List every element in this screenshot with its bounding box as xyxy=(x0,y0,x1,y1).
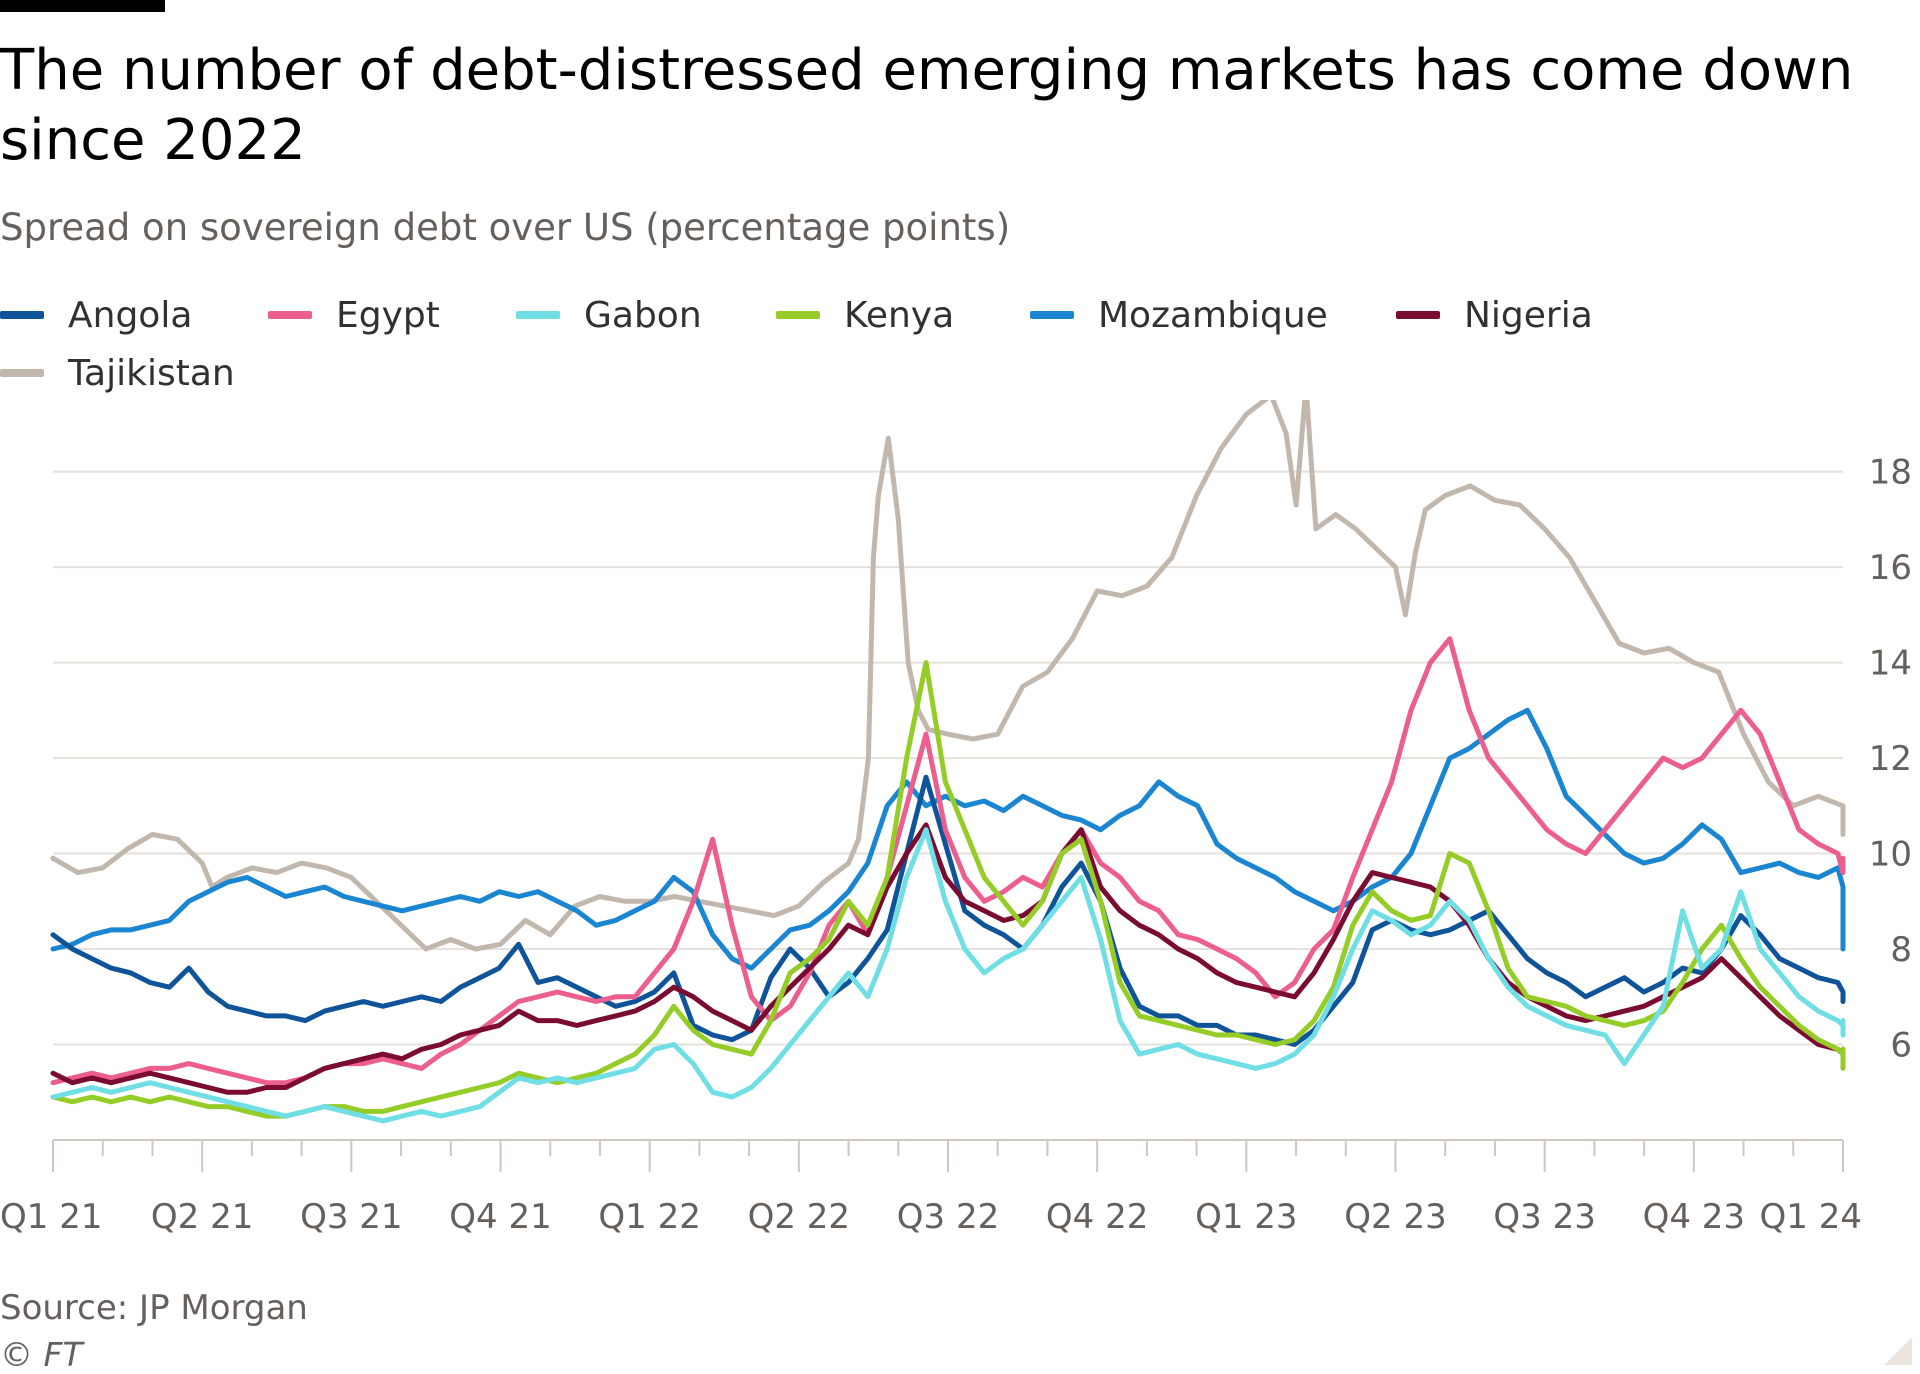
y-tick-label: 8 xyxy=(1890,930,1912,970)
gridlines xyxy=(53,470,1843,1046)
series-line-mozambique xyxy=(50,707,1846,971)
y-tick-label: 18 xyxy=(1869,453,1912,493)
chart-subtitle: Spread on sovereign debt over US (percen… xyxy=(0,206,1011,249)
y-tick-label: 10 xyxy=(1869,835,1912,875)
series-line-kenya xyxy=(50,660,1846,1119)
series-line-gabon xyxy=(50,827,1846,1124)
series-line-tajikistan xyxy=(50,400,1846,952)
x-tick-label: Q3 21 xyxy=(300,1197,402,1237)
corner-mark xyxy=(1884,1337,1912,1365)
axes: 6 8 10 12 14 16 18 Q1 21 Q2 21 Q3 21 Q4 21 Q1 22 Q2 … xyxy=(0,453,1912,1237)
y-tick-label: 16 xyxy=(1869,548,1912,588)
y-tick-label: 14 xyxy=(1869,644,1912,684)
brand-bar xyxy=(0,0,165,12)
legend-label: Kenya xyxy=(844,294,955,336)
legend-swatch xyxy=(1030,311,1074,319)
legend-label: Nigeria xyxy=(1464,294,1593,336)
legend-item-egypt: Egypt xyxy=(268,290,440,340)
x-tick-label: Q2 22 xyxy=(748,1197,850,1237)
legend-item-mozambique: Mozambique xyxy=(1030,290,1328,340)
legend-item-nigeria: Nigeria xyxy=(1396,290,1593,340)
legend-swatch xyxy=(516,311,560,319)
legend-item-tajikistan: Tajikistan xyxy=(0,348,235,398)
legend-swatch xyxy=(0,311,44,319)
legend-label: Tajikistan xyxy=(68,352,235,394)
series-line-nigeria xyxy=(50,822,1846,1095)
legend-label: Egypt xyxy=(336,294,440,336)
x-tick-label: Q1 23 xyxy=(1195,1197,1297,1237)
x-tick-label: Q1 24 xyxy=(1760,1197,1862,1237)
legend-swatch xyxy=(268,311,312,319)
copyright-note: © FT xyxy=(0,1335,83,1374)
x-tick-label: Q3 22 xyxy=(897,1197,999,1237)
legend-swatch xyxy=(1396,311,1440,319)
legend-label: Mozambique xyxy=(1098,294,1328,336)
x-tick-label: Q4 21 xyxy=(449,1197,551,1237)
legend-swatch xyxy=(0,369,44,377)
legend-swatch xyxy=(776,311,820,319)
series-line-angola xyxy=(50,774,1846,1047)
x-tick-label: Q4 22 xyxy=(1046,1197,1148,1237)
legend-item-angola: Angola xyxy=(0,290,192,340)
legend-label: Angola xyxy=(68,294,193,336)
x-tick-label: Q4 23 xyxy=(1643,1197,1745,1237)
x-tick-label: Q2 21 xyxy=(151,1197,253,1237)
legend-label: Gabon xyxy=(584,294,702,336)
series-line-egypt xyxy=(50,636,1846,1086)
line-chart: 6 8 10 12 14 16 18 Q1 21 Q2 21 Q3 21 Q4 21 Q1 22 Q2 … xyxy=(0,400,1912,1237)
series-lines xyxy=(50,400,1846,1124)
chart-title: The number of debt-distressed emerging m… xyxy=(0,38,1854,173)
y-tick-label: 6 xyxy=(1890,1026,1912,1066)
legend-item-gabon: Gabon xyxy=(516,290,702,340)
legend-item-kenya: Kenya xyxy=(776,290,954,340)
y-tick-label: 12 xyxy=(1869,739,1912,779)
x-tick-label: Q1 22 xyxy=(598,1197,700,1237)
x-tick-label: Q2 23 xyxy=(1344,1197,1446,1237)
x-tick-label: Q1 21 xyxy=(0,1197,102,1237)
source-note: Source: JP Morgan xyxy=(0,1288,308,1328)
x-tick-label: Q3 23 xyxy=(1493,1197,1595,1237)
